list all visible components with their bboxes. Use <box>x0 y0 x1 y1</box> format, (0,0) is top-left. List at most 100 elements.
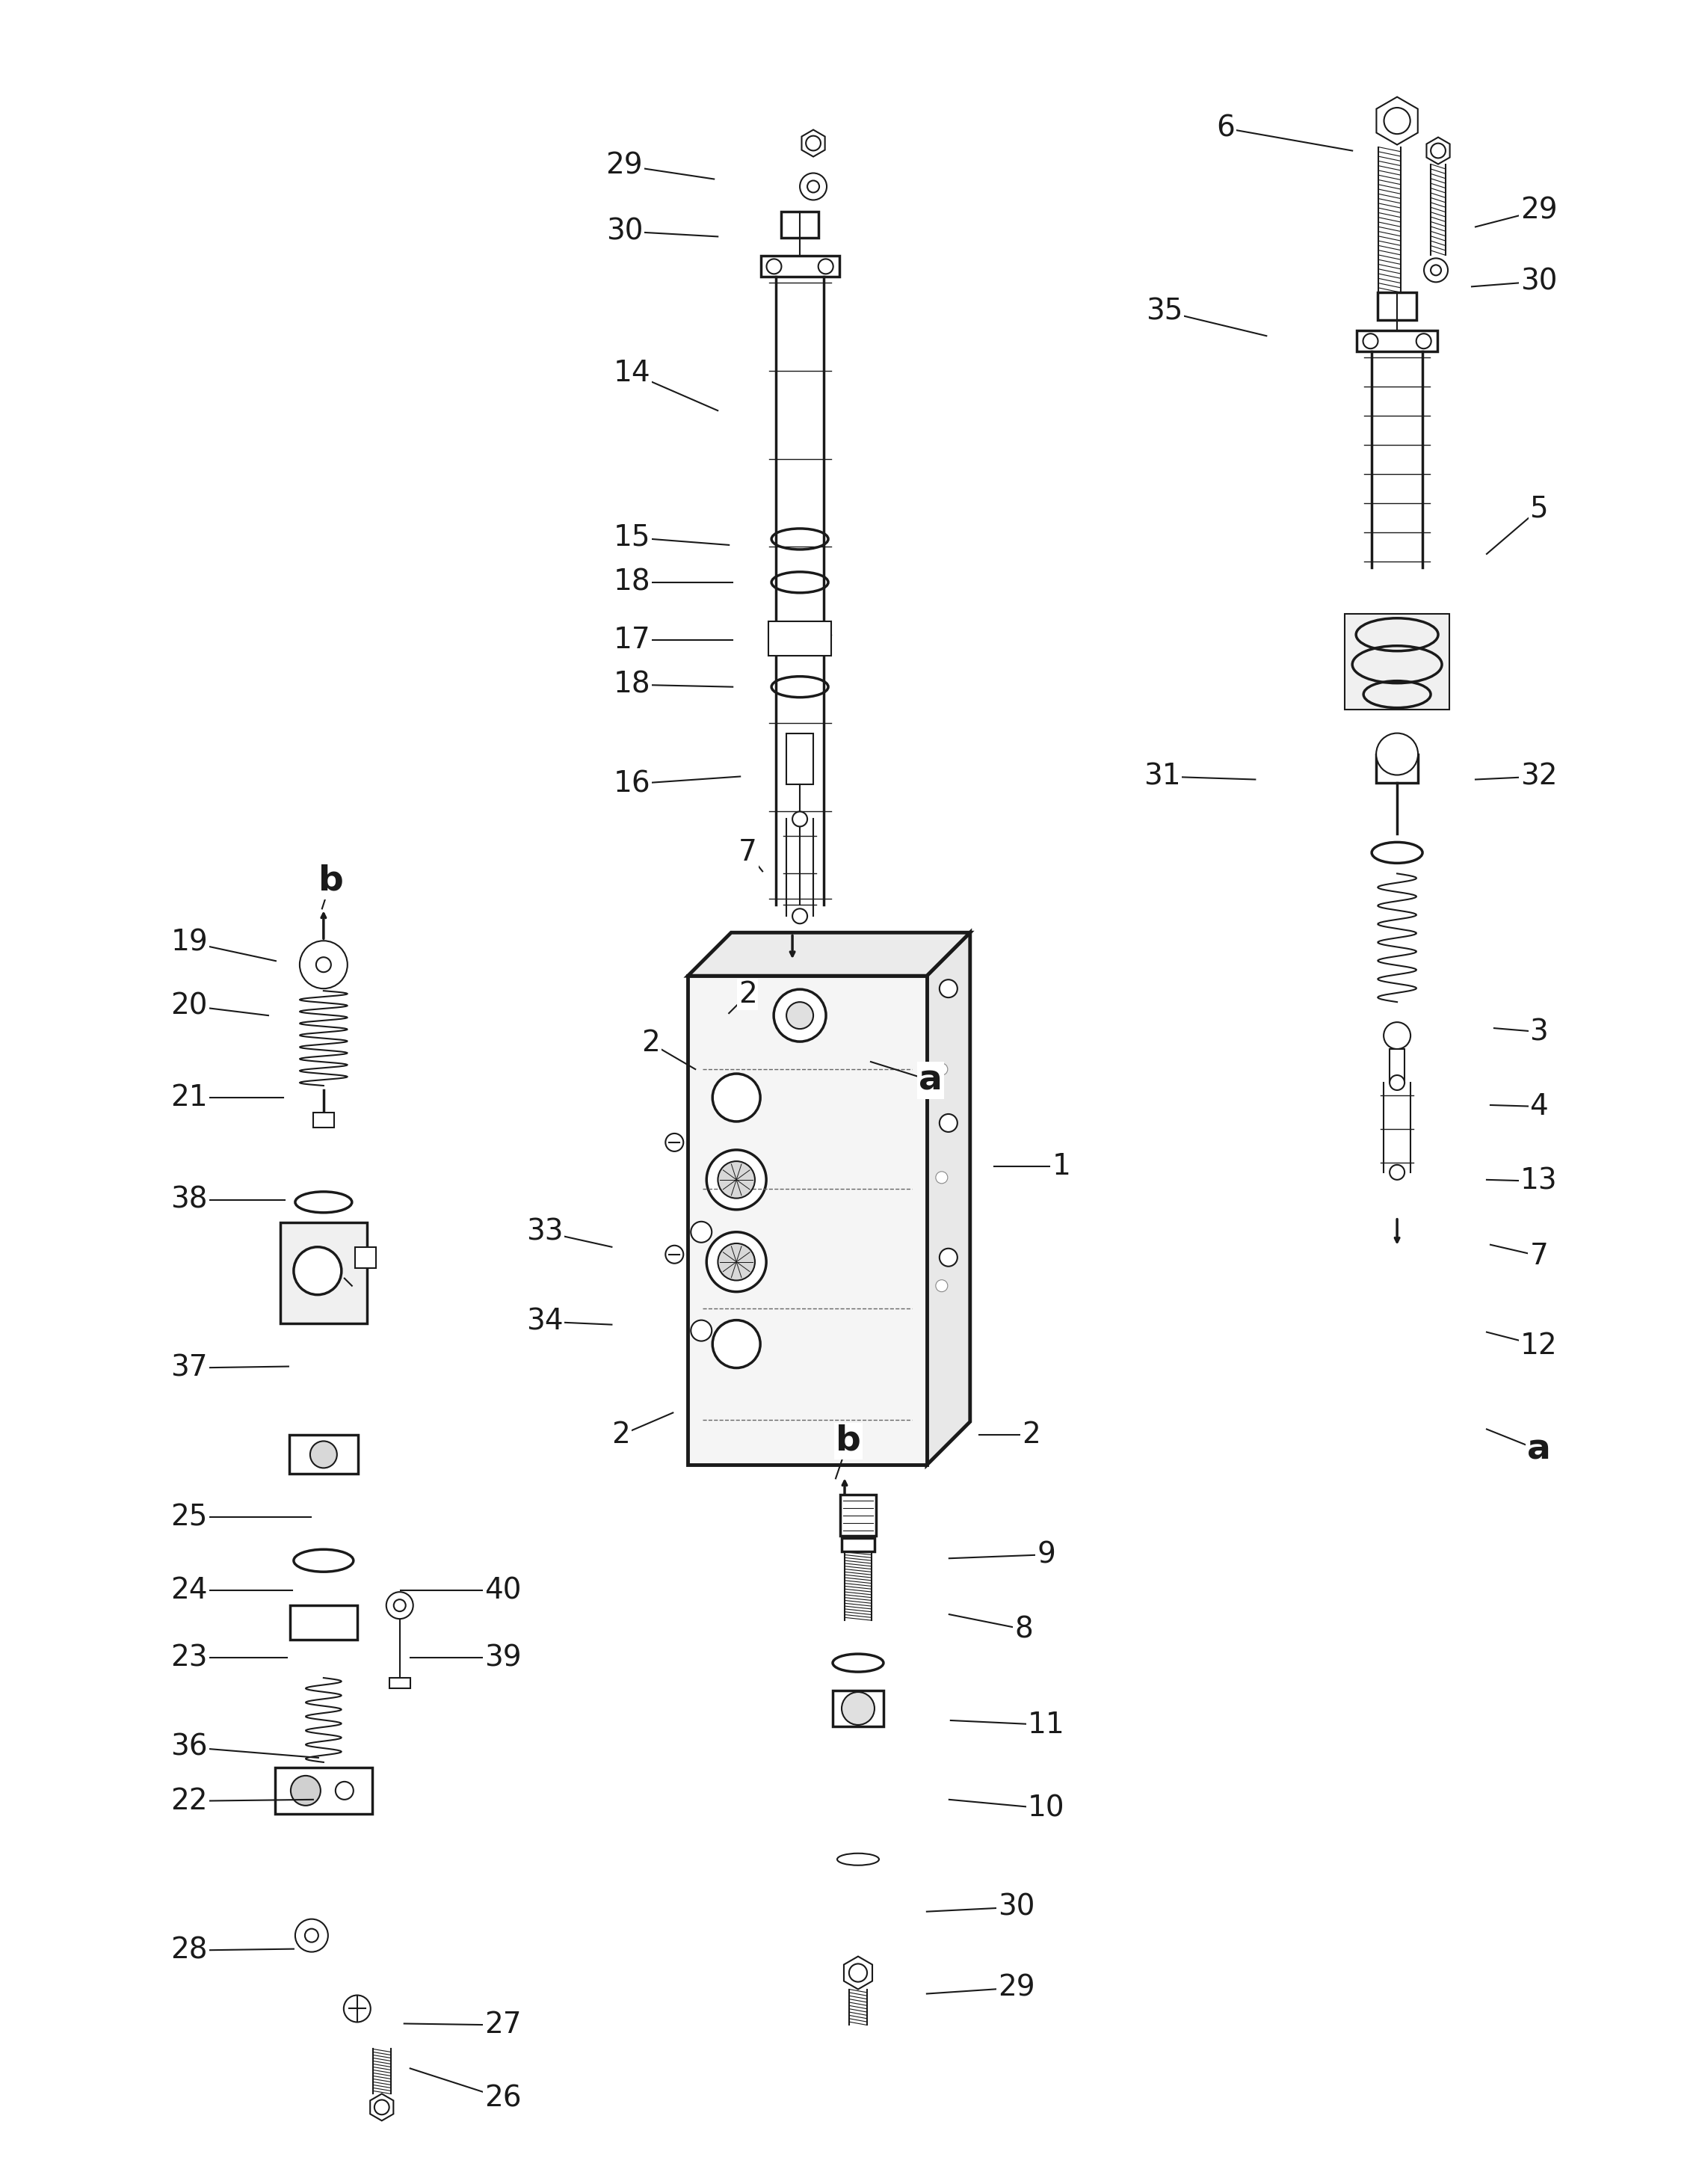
Circle shape <box>805 135 821 151</box>
Text: 29: 29 <box>1521 197 1558 225</box>
Text: 31: 31 <box>1143 762 1181 791</box>
Text: 21: 21 <box>170 1083 207 1112</box>
Text: 1: 1 <box>1052 1153 1070 1182</box>
Text: 26: 26 <box>484 2084 522 2112</box>
Text: 13: 13 <box>1521 1166 1558 1195</box>
Polygon shape <box>844 1957 872 1990</box>
Text: 15: 15 <box>613 524 651 553</box>
Bar <box>355 1247 375 1269</box>
Text: 23: 23 <box>170 1645 207 1673</box>
Circle shape <box>299 941 347 989</box>
Text: 16: 16 <box>613 769 651 797</box>
Circle shape <box>1390 1164 1405 1179</box>
Circle shape <box>940 1249 957 1267</box>
Circle shape <box>666 1245 683 1262</box>
Text: 40: 40 <box>484 1577 522 1605</box>
Text: 36: 36 <box>170 1734 207 1762</box>
Circle shape <box>712 1319 759 1367</box>
Circle shape <box>841 1693 875 1725</box>
Bar <box>275 1767 372 1813</box>
Circle shape <box>850 1963 866 1981</box>
Text: 34: 34 <box>527 1308 562 1337</box>
Circle shape <box>936 1280 948 1291</box>
Text: 33: 33 <box>527 1219 562 1247</box>
Text: 27: 27 <box>484 2011 522 2040</box>
Bar <box>841 1538 875 1551</box>
Text: 22: 22 <box>170 1787 207 1815</box>
Circle shape <box>1376 734 1419 775</box>
Circle shape <box>940 1114 957 1131</box>
Polygon shape <box>688 933 970 976</box>
Text: 20: 20 <box>170 992 207 1020</box>
Bar <box>1376 753 1419 782</box>
Text: 8: 8 <box>1014 1616 1033 1645</box>
Text: 18: 18 <box>613 568 651 596</box>
Circle shape <box>311 1441 336 1468</box>
Circle shape <box>374 2099 389 2114</box>
Bar <box>782 212 819 238</box>
Circle shape <box>719 1162 754 1199</box>
Circle shape <box>691 1319 712 1341</box>
Circle shape <box>719 1243 754 1280</box>
Bar <box>1358 330 1437 352</box>
Text: 18: 18 <box>613 670 651 699</box>
Circle shape <box>666 1133 683 1151</box>
Text: 24: 24 <box>170 1577 207 1605</box>
Bar <box>688 976 926 1465</box>
Text: 11: 11 <box>1028 1710 1065 1738</box>
Polygon shape <box>370 2094 394 2121</box>
Text: 4: 4 <box>1529 1092 1548 1120</box>
Circle shape <box>792 909 807 924</box>
Bar <box>787 734 814 784</box>
Circle shape <box>936 1064 948 1075</box>
Circle shape <box>712 1075 759 1123</box>
Bar <box>761 256 839 277</box>
Polygon shape <box>926 933 970 1465</box>
Text: 7: 7 <box>1529 1243 1548 1271</box>
Text: 30: 30 <box>1521 266 1558 295</box>
Text: 14: 14 <box>613 358 651 387</box>
Text: 2: 2 <box>612 1422 630 1450</box>
Text: 5: 5 <box>1529 496 1548 524</box>
Text: 7: 7 <box>739 839 756 867</box>
Circle shape <box>1431 144 1446 157</box>
Circle shape <box>1424 258 1448 282</box>
Text: 9: 9 <box>1036 1540 1055 1568</box>
Bar <box>289 1435 358 1474</box>
Circle shape <box>707 1149 766 1210</box>
Bar <box>291 1605 357 1640</box>
Polygon shape <box>802 129 826 157</box>
Circle shape <box>707 1232 766 1291</box>
Text: 37: 37 <box>170 1354 207 1382</box>
Text: b: b <box>318 865 343 898</box>
Text: 29: 29 <box>997 1974 1035 2003</box>
Text: 19: 19 <box>170 928 207 957</box>
Polygon shape <box>1427 138 1449 164</box>
Circle shape <box>766 260 782 273</box>
Circle shape <box>936 1171 948 1184</box>
Circle shape <box>819 260 833 273</box>
Text: 32: 32 <box>1521 762 1558 791</box>
Circle shape <box>394 1599 406 1612</box>
Text: 39: 39 <box>484 1645 522 1673</box>
Circle shape <box>773 989 826 1042</box>
Circle shape <box>386 1592 413 1618</box>
Circle shape <box>1383 1022 1410 1048</box>
Text: 38: 38 <box>170 1186 207 1214</box>
Circle shape <box>1417 334 1431 349</box>
Text: 17: 17 <box>613 625 651 653</box>
Bar <box>280 1223 367 1324</box>
Circle shape <box>807 181 819 192</box>
Bar <box>768 620 831 655</box>
Text: 3: 3 <box>1529 1018 1548 1046</box>
Bar <box>841 1494 877 1535</box>
Circle shape <box>1363 334 1378 349</box>
Text: 29: 29 <box>607 151 642 179</box>
Bar <box>1390 1048 1405 1083</box>
Circle shape <box>291 1776 321 1806</box>
Bar <box>1378 293 1417 319</box>
Circle shape <box>316 957 331 972</box>
Circle shape <box>787 1002 814 1029</box>
Text: 2: 2 <box>739 981 756 1009</box>
Text: 30: 30 <box>997 1894 1035 1922</box>
